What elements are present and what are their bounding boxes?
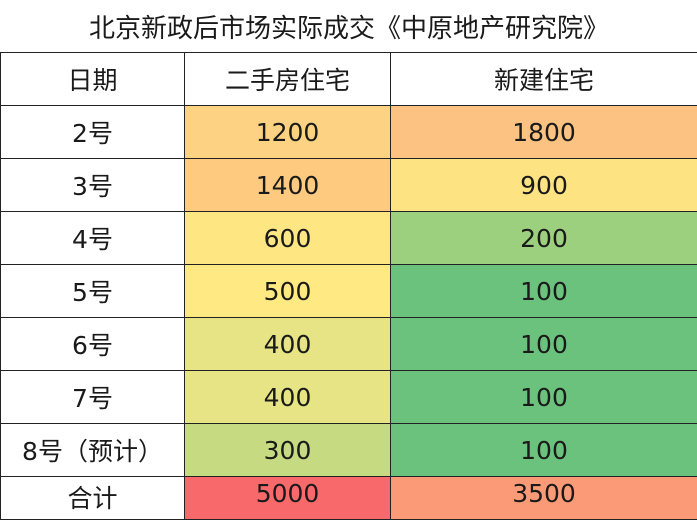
table-title: 北京新政后市场实际成交《中原地产研究院》 xyxy=(1,0,697,53)
date-cell: 3号 xyxy=(1,159,185,212)
second-hand-cell: 500 xyxy=(185,265,391,318)
total-label: 合计 xyxy=(1,477,185,520)
total-second-hand: 5000 xyxy=(185,477,391,520)
second-hand-cell: 1400 xyxy=(185,159,391,212)
second-hand-cell: 600 xyxy=(185,212,391,265)
new-build-cell: 100 xyxy=(391,265,697,318)
new-build-cell: 100 xyxy=(391,371,697,424)
date-cell: 7号 xyxy=(1,371,185,424)
header-new-build: 新建住宅 xyxy=(391,53,697,106)
new-build-cell: 200 xyxy=(391,212,697,265)
date-cell: 4号 xyxy=(1,212,185,265)
header-date: 日期 xyxy=(1,53,185,106)
second-hand-cell: 1200 xyxy=(185,106,391,159)
header-second-hand: 二手房住宅 xyxy=(185,53,391,106)
new-build-cell: 100 xyxy=(391,424,697,477)
second-hand-cell: 400 xyxy=(185,318,391,371)
title-row: 北京新政后市场实际成交《中原地产研究院》 xyxy=(1,0,697,53)
new-build-cell: 1800 xyxy=(391,106,697,159)
new-build-cell: 100 xyxy=(391,318,697,371)
second-hand-cell: 300 xyxy=(185,424,391,477)
header-row: 日期 二手房住宅 新建住宅 xyxy=(1,53,697,106)
new-build-cell: 900 xyxy=(391,159,697,212)
date-cell: 2号 xyxy=(1,106,185,159)
second-hand-cell: 400 xyxy=(185,371,391,424)
date-cell: 5号 xyxy=(1,265,185,318)
total-new-build: 3500 xyxy=(391,477,697,520)
total-row: 合计 5000 3500 xyxy=(1,477,697,520)
date-cell: 8号（预计） xyxy=(1,424,185,477)
date-cell: 6号 xyxy=(1,318,185,371)
